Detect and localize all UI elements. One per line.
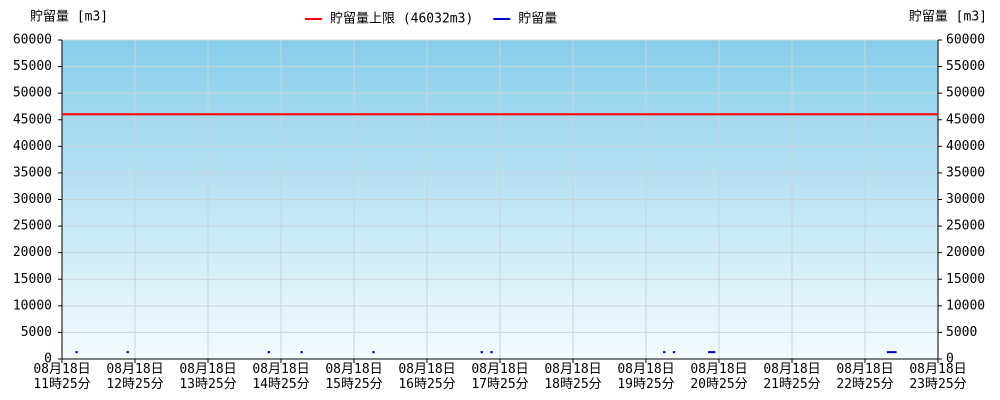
x-tick-label: 08月18日 17時25分: [471, 362, 529, 392]
y2-tick-label: 55000: [946, 59, 985, 74]
y-axis-label: 貯留量 [m3]: [30, 10, 108, 25]
x-tick-label: 08月18日 18時25分: [544, 362, 602, 392]
y2-tick-label: 25000: [946, 219, 985, 234]
legend-label: 貯留量上限 (46032m3): [330, 12, 473, 27]
x-tick-label: 08月18日 16時25分: [398, 362, 456, 392]
x-tick-label: 08月18日 11時25分: [33, 362, 91, 392]
y2-tick-label: 30000: [946, 192, 985, 207]
x-tick-label: 08月18日 13時25分: [179, 362, 237, 392]
x-tick-label: 08月18日 19時25分: [617, 362, 675, 392]
y-tick-label: 20000: [13, 245, 52, 260]
y-tick-label: 55000: [13, 59, 52, 74]
x-tick-label: 08月18日 22時25分: [836, 362, 894, 392]
y2-axis-label: 貯留量 [m3]: [909, 10, 987, 25]
y-tick-label: 10000: [13, 298, 52, 313]
y2-tick-label: 0: [946, 352, 954, 367]
y2-tick-label: 40000: [946, 139, 985, 154]
x-tick-label: 08月18日 15時25分: [325, 362, 383, 392]
x-tick-label: 08月18日 21時25分: [763, 362, 821, 392]
y-tick-label: 5000: [21, 325, 52, 340]
y-tick-label: 35000: [13, 165, 52, 180]
y-tick-label: 15000: [13, 272, 52, 287]
y2-tick-label: 35000: [946, 165, 985, 180]
legend-label: 貯留量: [518, 12, 557, 27]
y2-tick-label: 10000: [946, 298, 985, 313]
y2-tick-label: 15000: [946, 272, 985, 287]
y2-tick-label: 5000: [946, 325, 977, 340]
y-tick-label: 30000: [13, 192, 52, 207]
x-tick-label: 08月18日 14時25分: [252, 362, 310, 392]
y2-tick-label: 45000: [946, 112, 985, 127]
y-tick-label: 40000: [13, 139, 52, 154]
x-tick-label: 08月18日 23時25分: [909, 362, 967, 392]
x-tick-label: 08月18日 20時25分: [690, 362, 748, 392]
y2-tick-label: 50000: [946, 86, 985, 101]
y2-tick-label: 20000: [946, 245, 985, 260]
y-tick-label: 60000: [13, 33, 52, 48]
y-tick-label: 25000: [13, 219, 52, 234]
y-tick-label: 50000: [13, 86, 52, 101]
x-tick-label: 08月18日 12時25分: [106, 362, 164, 392]
y-tick-label: 0: [44, 352, 52, 367]
y-tick-label: 45000: [13, 112, 52, 127]
y2-tick-label: 60000: [946, 33, 985, 48]
